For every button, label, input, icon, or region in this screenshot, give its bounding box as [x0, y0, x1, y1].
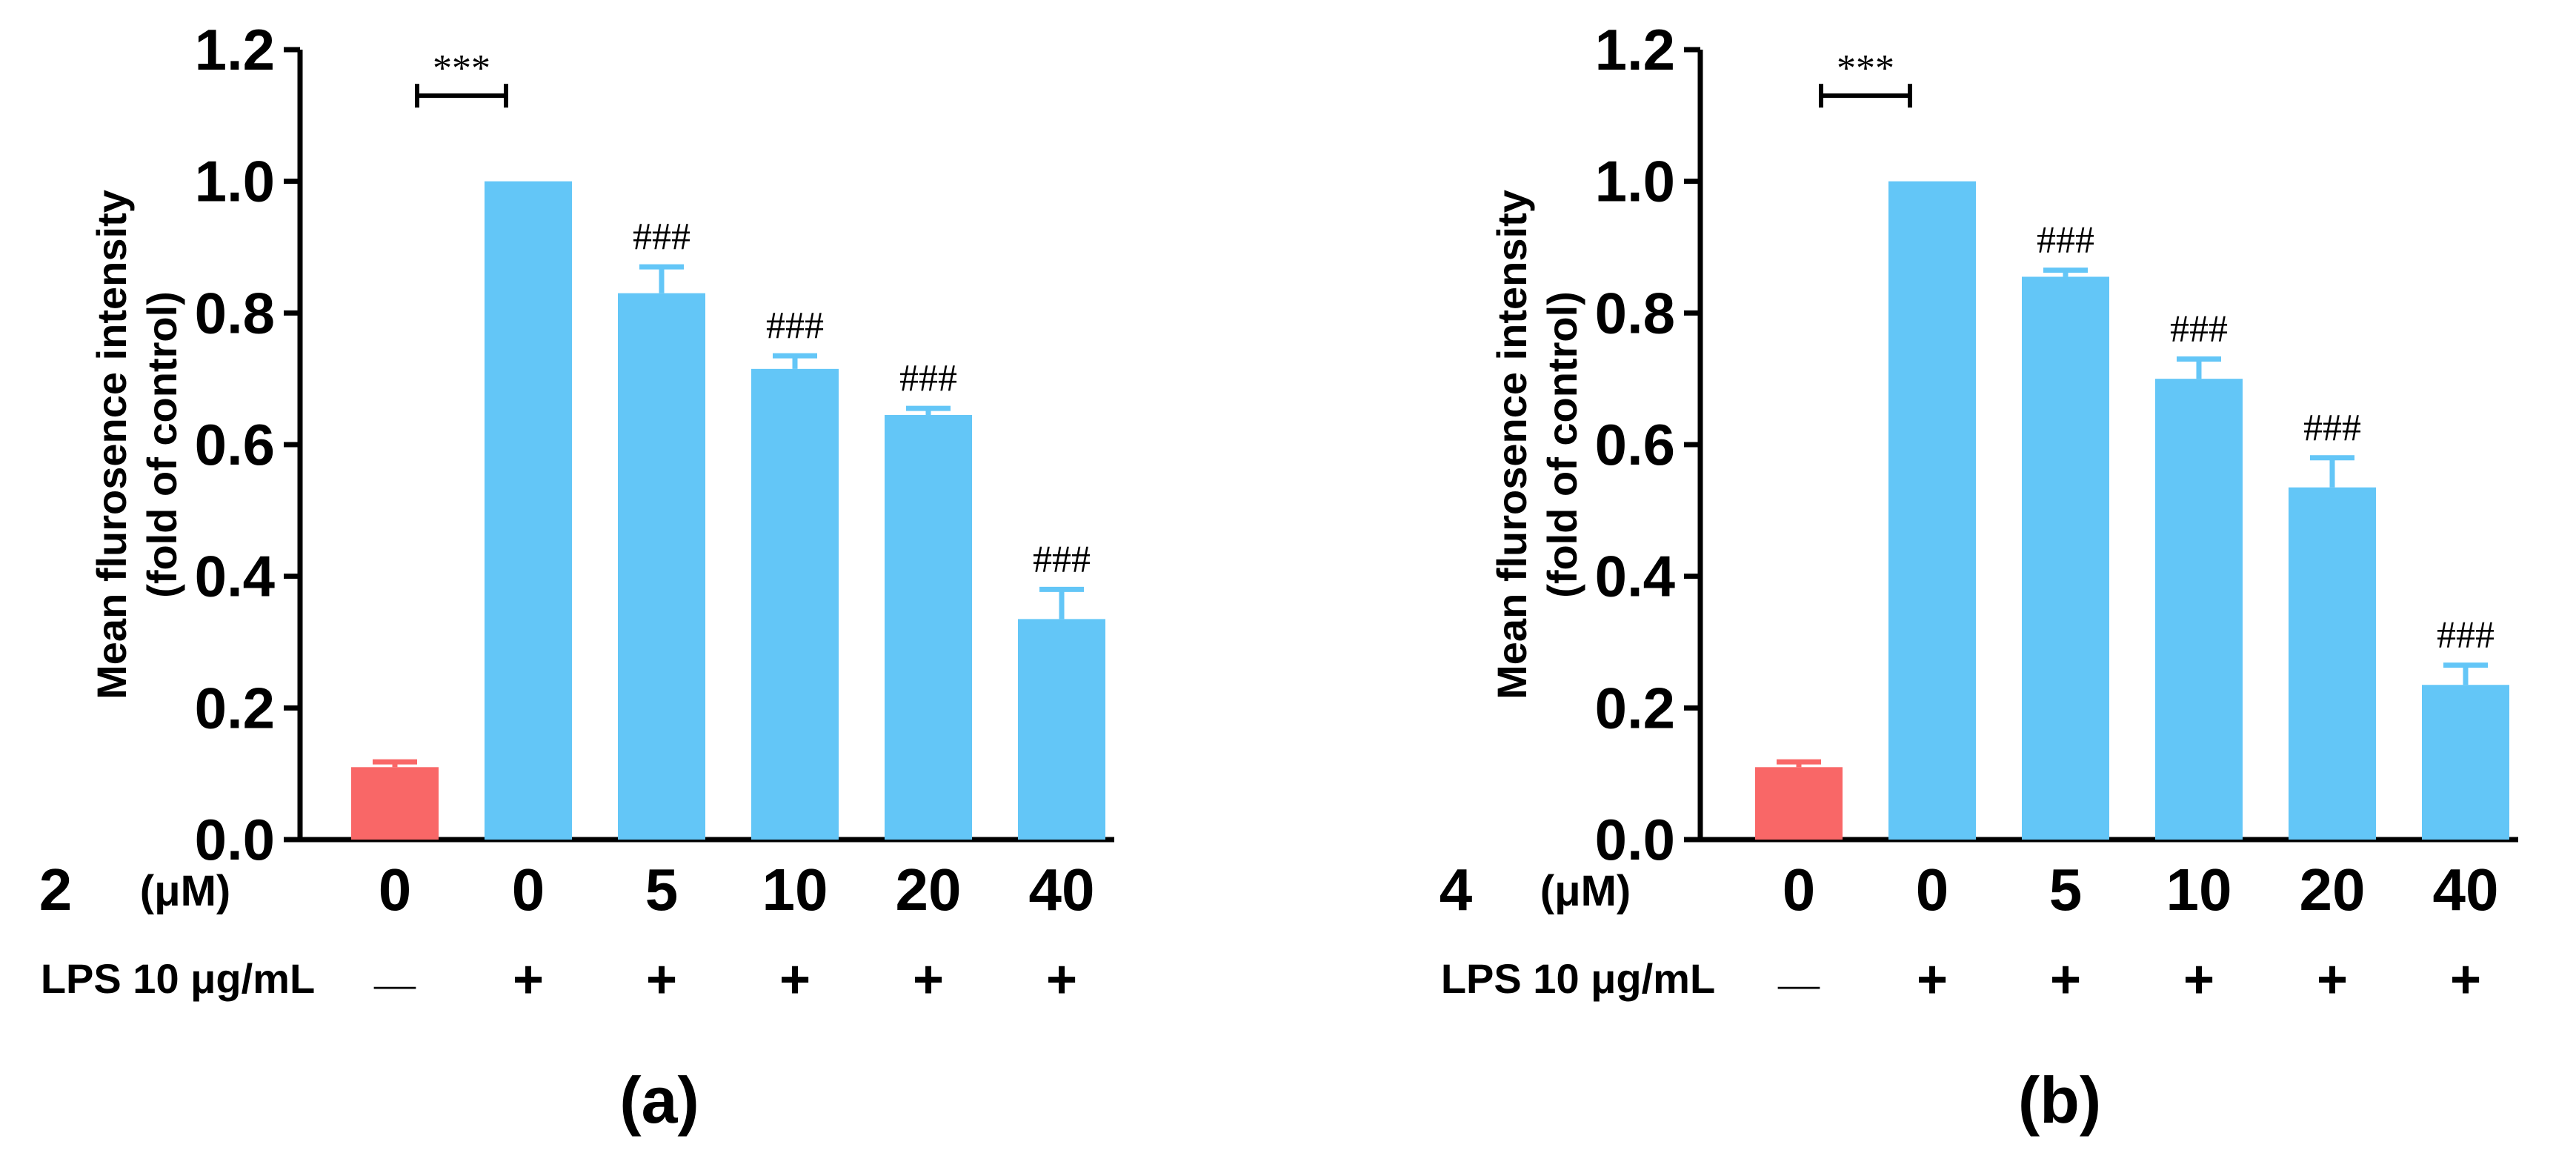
x-tick-label: 10 — [762, 857, 828, 923]
lps-indicator: — — [373, 961, 416, 1007]
y-tick-label: 1.2 — [195, 17, 275, 82]
lps-indicator: + — [513, 950, 544, 1009]
x-tick-label: 0 — [1783, 857, 1816, 923]
panel-label: (b) — [2018, 1063, 2101, 1137]
unit-label: (μM) — [140, 867, 230, 915]
bar — [1755, 767, 1843, 840]
significance-label: ### — [2037, 219, 2094, 262]
bar — [2155, 379, 2243, 840]
bracket-label: *** — [433, 47, 490, 90]
y-axis-title-line1: Mean flurosence intensity — [1488, 190, 1535, 700]
significance-label: ### — [766, 305, 824, 347]
y-tick-label: 0.2 — [195, 675, 275, 740]
lps-indicator: + — [913, 950, 944, 1009]
x-tick-label: 0 — [379, 857, 412, 923]
y-tick-label: 0.0 — [195, 807, 275, 872]
panel-b: 0.0 0.2 0.4 0.6 0.8 1.0 1.2 Mean flurosence int… — [1440, 17, 2518, 1137]
significance-label: ### — [2303, 407, 2361, 449]
y-tick-label: 0.8 — [195, 280, 275, 345]
lps-row-label: LPS 10 μg/mL — [41, 955, 315, 1002]
bar — [885, 415, 972, 840]
panel-label: (a) — [619, 1063, 699, 1137]
y-axis-title-line2: (fold of control) — [139, 291, 185, 598]
bar — [351, 767, 439, 840]
y-tick-label: 0.6 — [1595, 412, 1675, 477]
bar — [2022, 276, 2109, 840]
compound-label: 4 — [1440, 857, 1473, 923]
x-tick-label: 5 — [2049, 857, 2083, 923]
lps-indicator: + — [1917, 950, 1948, 1009]
y-tick-label: 1.0 — [1595, 149, 1675, 214]
compound-label: 2 — [39, 857, 73, 923]
lps-indicator: + — [2317, 950, 2348, 1009]
significance-label: ### — [633, 216, 690, 258]
x-tick-label: 0 — [512, 857, 545, 923]
lps-indicator: + — [1046, 950, 1077, 1009]
y-axis-title-line2: (fold of control) — [1539, 291, 1585, 598]
x-tick-label: 40 — [1029, 857, 1095, 923]
x-tick-label: 20 — [896, 857, 962, 923]
y-tick-label: 0.2 — [1595, 675, 1675, 740]
bar — [618, 293, 705, 840]
y-tick-label: 0.8 — [1595, 280, 1675, 345]
bar — [1018, 619, 1105, 840]
y-tick-label: 0.0 — [1595, 807, 1675, 872]
lps-indicator: — — [1777, 961, 1820, 1007]
y-tick-label: 1.0 — [195, 149, 275, 214]
bar — [751, 368, 839, 840]
lps-row-label: LPS 10 μg/mL — [1441, 955, 1715, 1002]
x-tick-label: 20 — [2300, 857, 2366, 923]
x-tick-label: 5 — [645, 857, 679, 923]
lps-indicator: + — [779, 950, 811, 1009]
bar — [2422, 685, 2509, 840]
significance-label: ### — [2437, 614, 2495, 657]
unit-label: (μM) — [1540, 867, 1631, 915]
bar — [2289, 487, 2376, 840]
lps-indicator: + — [2050, 950, 2081, 1009]
y-tick-label: 0.4 — [1595, 544, 1675, 609]
lps-indicator: + — [2450, 950, 2481, 1009]
bracket-label: *** — [1837, 47, 1894, 90]
bar — [485, 181, 572, 840]
lps-indicator: + — [2183, 950, 2214, 1009]
bar — [1888, 181, 1976, 840]
x-tick-label: 10 — [2166, 857, 2232, 923]
y-tick-label: 0.6 — [195, 412, 275, 477]
panel-a: 0.0 0.2 0.4 0.6 0.8 1.0 1.2 Mean flurosence int… — [39, 17, 1114, 1137]
x-tick-label: 40 — [2433, 857, 2499, 923]
x-tick-label: 0 — [1916, 857, 1949, 923]
significance-label: ### — [2170, 308, 2228, 351]
y-tick-label: 1.2 — [1595, 17, 1675, 82]
y-tick-label: 0.4 — [195, 544, 275, 609]
lps-indicator: + — [646, 950, 677, 1009]
significance-label: ### — [899, 357, 957, 399]
significance-label: ### — [1033, 538, 1091, 580]
y-axis-title-line1: Mean flurosence intensity — [88, 190, 135, 700]
